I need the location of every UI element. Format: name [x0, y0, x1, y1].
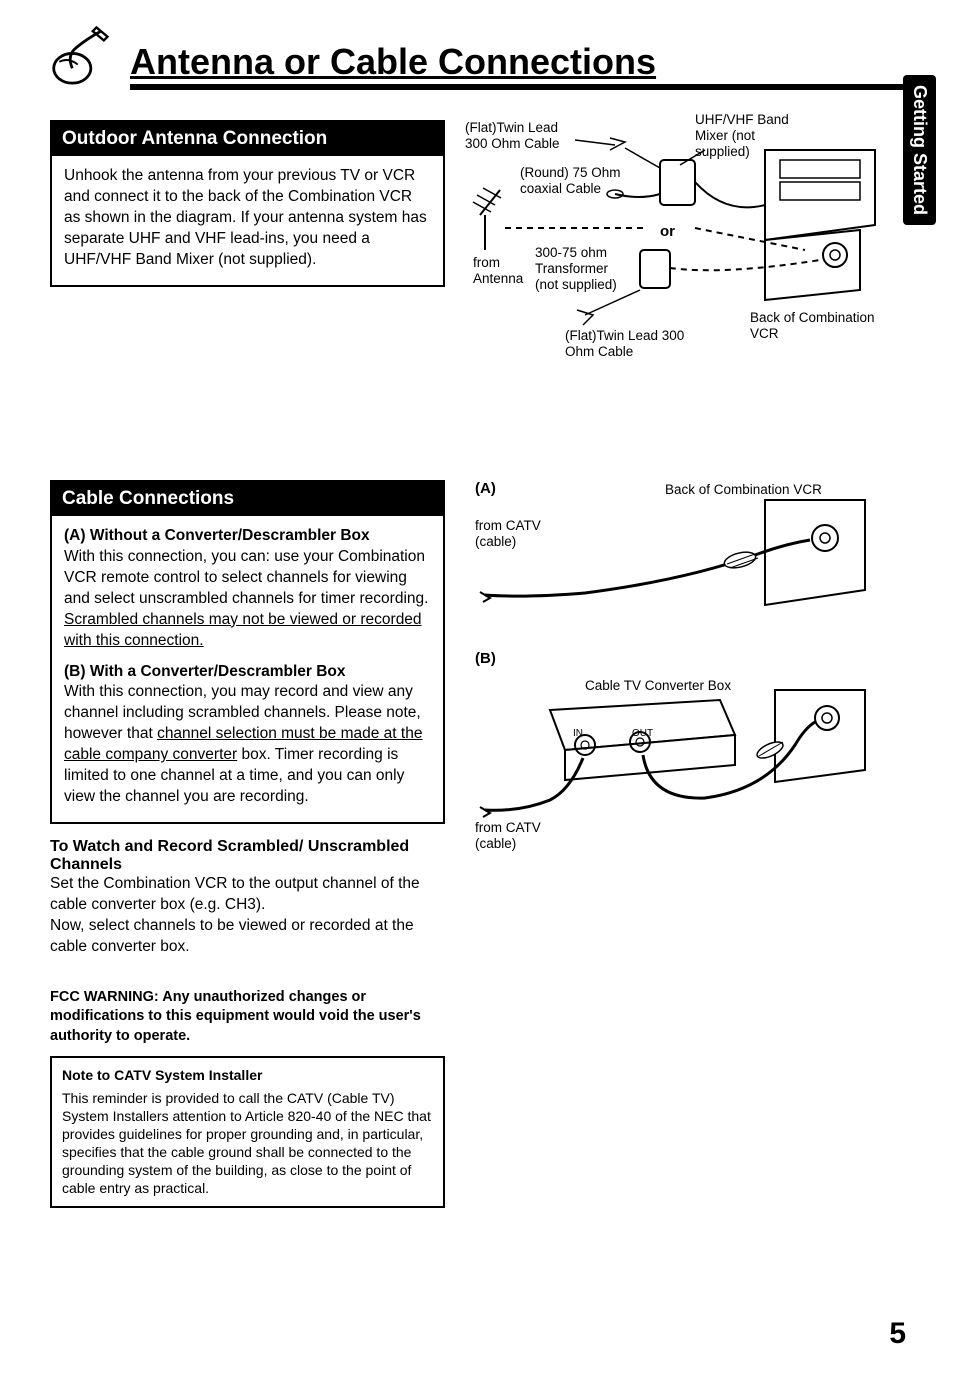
- outdoor-row: Outdoor Antenna Connection Unhook the an…: [50, 120, 904, 380]
- label-round-75: (Round) 75 Ohm coaxial Cable: [520, 165, 640, 197]
- cable-section: Cable Connections (A) Without a Converte…: [50, 480, 445, 824]
- cable-a-body-1: With this connection, you can: use your …: [64, 548, 428, 607]
- cable-header: Cable Connections: [52, 482, 443, 516]
- fcc-warning: FCC WARNING: Any unauthorized changes or…: [50, 988, 445, 1047]
- cable-a-heading: (A) Without a Converter/Descrambler Box: [64, 526, 431, 547]
- cable-b-heading: (B) With a Converter/Descrambler Box: [64, 662, 431, 683]
- cable-a-body-underline: Scrambled channels may not be viewed or …: [64, 611, 422, 649]
- label-out: OUT: [632, 728, 653, 740]
- catv-note-body: This reminder is provided to call the CA…: [62, 1089, 433, 1198]
- label-B: (B): [475, 650, 496, 668]
- label-flat-twin-bot: (Flat)Twin Lead 300 Ohm Cable: [565, 328, 690, 360]
- label-flat-twin-top: (Flat)Twin Lead 300 Ohm Cable: [465, 120, 580, 152]
- catv-note-box: Note to CATV System Installer This remin…: [50, 1056, 445, 1207]
- cable-a-body: With this connection, you can: use your …: [64, 547, 431, 652]
- label-back-vcr: Back of Combination VCR: [665, 482, 822, 498]
- label-or: or: [660, 223, 675, 241]
- label-in: IN: [573, 728, 583, 740]
- outdoor-body: Unhook the antenna from your previous TV…: [52, 156, 443, 285]
- label-uhf-vhf: UHF/VHF Band Mixer (not supplied): [695, 112, 805, 161]
- label-back-of: Back of Combination VCR: [750, 310, 890, 342]
- label-converter-box: Cable TV Converter Box: [585, 678, 731, 694]
- page-title: Antenna or Cable Connections: [130, 42, 904, 90]
- antenna-plug-icon: [50, 20, 115, 90]
- label-from-catv-b: from CATV (cable): [475, 820, 560, 852]
- catv-note-heading: Note to CATV System Installer: [62, 1066, 433, 1084]
- outdoor-header: Outdoor Antenna Connection: [52, 122, 443, 156]
- cable-diagram-b: (B) Cable TV Converter Box from CATV (ca…: [465, 650, 904, 870]
- cable-diagram-a: (A) Back of Combination VCR from CATV (c…: [465, 480, 904, 650]
- watch-record-body: Set the Combination VCR to the output ch…: [50, 874, 445, 958]
- section-tab-getting-started: Getting Started: [903, 75, 936, 225]
- label-from-catv-a: from CATV (cable): [475, 518, 560, 550]
- watch-record-heading: To Watch and Record Scrambled/ Unscrambl…: [50, 838, 445, 874]
- outdoor-section: Outdoor Antenna Connection Unhook the an…: [50, 120, 445, 287]
- cable-row: Cable Connections (A) Without a Converte…: [50, 480, 904, 1208]
- cable-b-body: With this connection, you may record and…: [64, 682, 431, 808]
- page-number: 5: [889, 1317, 906, 1351]
- label-transformer: 300-75 ohm Transformer (not supplied): [535, 245, 635, 294]
- outdoor-diagram: (Flat)Twin Lead 300 Ohm Cable UHF/VHF Ba…: [465, 120, 904, 380]
- cable-diagram-a-svg: [465, 480, 885, 650]
- label-A: (A): [475, 480, 496, 498]
- title-row: Antenna or Cable Connections: [50, 20, 904, 90]
- label-from-antenna: from Antenna: [473, 255, 528, 287]
